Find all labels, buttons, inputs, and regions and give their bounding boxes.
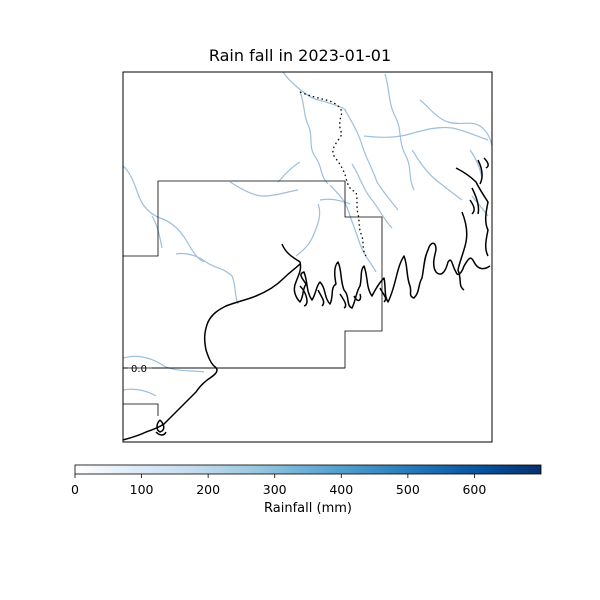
map-frame [122,71,493,443]
coastline-islands [469,157,489,215]
river [175,252,239,305]
coastline-main [123,263,301,441]
map-title: Rain fall in 2023-01-01 [208,46,392,65]
grid-border-lines [123,180,383,416]
coastline-islands [281,242,491,309]
colorbar-tick-label: 300 [263,482,287,497]
colorbar-label: Rainfall (mm) [264,501,352,516]
rivers [123,72,492,397]
coastline-islands [299,285,387,309]
colorbar-tick-label: 100 [130,482,154,497]
river [299,91,329,185]
river [344,109,399,211]
river [471,195,489,217]
river [363,126,489,141]
river [351,163,393,229]
border-line [123,180,383,369]
river [411,149,463,201]
colorbar-tick-label: 400 [329,482,353,497]
coastline-islands [455,159,489,291]
river [123,388,157,397]
river [384,73,415,191]
colorbar-tick-label: 600 [462,482,486,497]
contour-label: 0.0 [131,364,147,375]
colorbar-tick-label: 200 [196,482,220,497]
international-border [299,91,367,257]
river [295,203,321,257]
coastline-islands [155,419,167,436]
river [277,161,301,183]
colorbar-tick-label: 500 [396,482,420,497]
river [319,198,351,205]
river [329,184,377,273]
border-line [123,403,159,416]
colorbar-tick-label: 0 [71,482,79,497]
colorbar [74,464,542,475]
river [151,215,163,249]
river [123,165,205,263]
river [229,181,299,197]
coastline [123,157,491,441]
river [123,355,205,373]
colorbar-ticks: 0 100 200 300 400 500 600 [71,474,486,497]
river [282,72,347,111]
river [419,99,492,147]
